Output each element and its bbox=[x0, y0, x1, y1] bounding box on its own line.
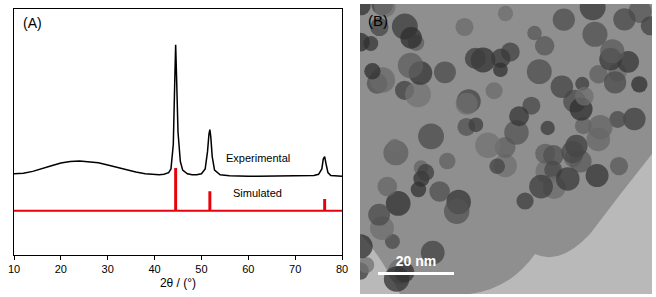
svg-text:30: 30 bbox=[102, 263, 114, 275]
svg-text:10: 10 bbox=[8, 263, 20, 275]
svg-text:2θ / (°): 2θ / (°) bbox=[160, 276, 196, 290]
svg-text:20 nm: 20 nm bbox=[396, 253, 436, 269]
svg-text:20: 20 bbox=[55, 263, 67, 275]
svg-text:40: 40 bbox=[148, 263, 160, 275]
svg-text:Experimental: Experimental bbox=[226, 152, 290, 164]
svg-text:(B): (B) bbox=[368, 12, 388, 29]
svg-text:70: 70 bbox=[289, 263, 301, 275]
svg-text:80: 80 bbox=[336, 263, 348, 275]
svg-text:Simulated: Simulated bbox=[233, 187, 282, 199]
svg-text:(A): (A) bbox=[23, 15, 42, 31]
svg-text:50: 50 bbox=[195, 263, 207, 275]
svg-text:60: 60 bbox=[242, 263, 254, 275]
